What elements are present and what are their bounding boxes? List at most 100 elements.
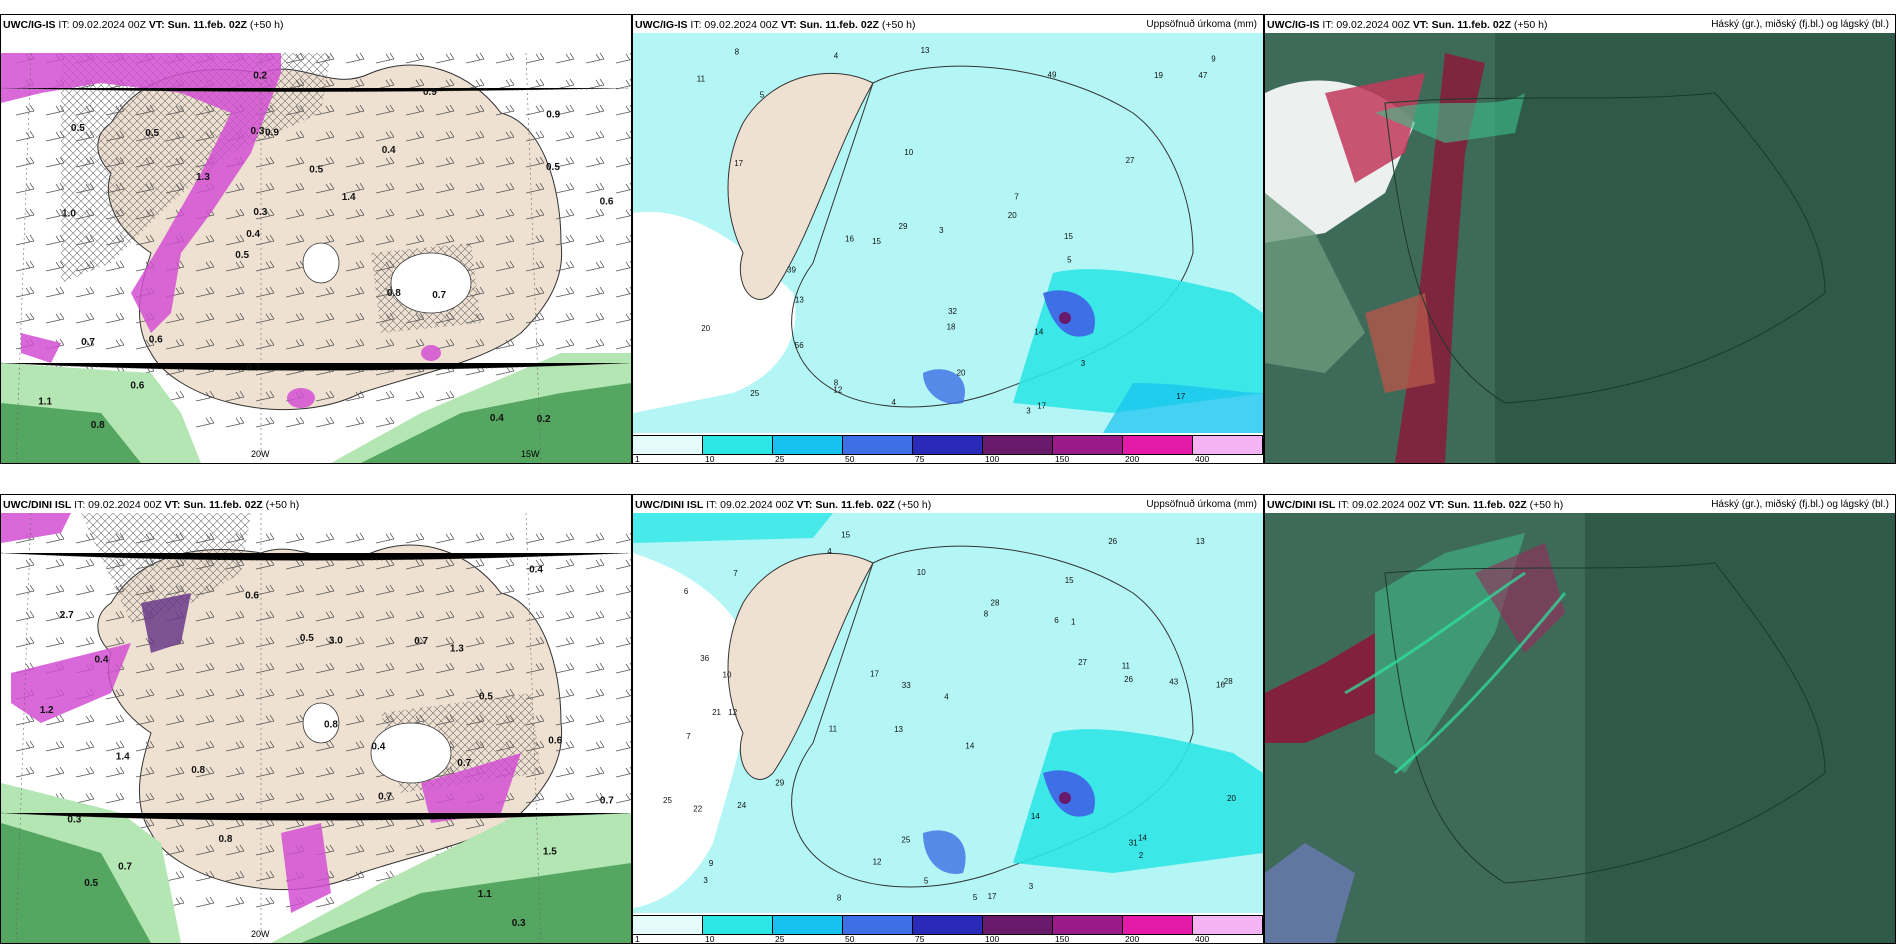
wind-barb: [255, 182, 275, 194]
wind-barb: [615, 766, 631, 778]
value-label: 0.9: [423, 87, 437, 98]
value-label: 3: [1081, 359, 1086, 368]
wind-barb: [105, 182, 125, 194]
wind-barb: [435, 130, 455, 142]
value-label: 1.1: [478, 889, 492, 900]
value-label: 1.0: [62, 209, 76, 220]
colorbar-segment: [773, 436, 843, 454]
wind-barb: [285, 636, 305, 648]
wind-barb: [15, 286, 35, 298]
value-label: 0.7: [81, 337, 95, 348]
wind-barb: [585, 558, 605, 570]
wind-barb: [525, 182, 545, 194]
wind-barb: [285, 792, 305, 804]
wind-barb: [345, 870, 365, 882]
value-label: 25: [663, 796, 672, 805]
value-label: 0.8: [387, 288, 401, 299]
value-label: 16: [845, 235, 854, 244]
value-label: 9: [709, 859, 714, 868]
colorbar-label: 25: [775, 454, 785, 464]
wind-barb: [615, 260, 631, 272]
wind-barb: [615, 532, 631, 544]
wind-barb: [105, 156, 125, 168]
value-label: 20: [957, 368, 966, 377]
wind-barb: [375, 636, 395, 648]
wind-barb: [585, 766, 605, 778]
wind-barb: [195, 532, 215, 544]
panel-dini-precip: UWC/DINI ISL IT: 09.02.2024 00Z VT: Sun.…: [632, 494, 1264, 944]
wind-barb: [315, 156, 335, 168]
value-label: 2: [1139, 851, 1144, 860]
colorbar-segment: [1053, 436, 1123, 454]
wind-barb: [135, 714, 155, 726]
wind-barb: [135, 208, 155, 220]
wind-barb: [255, 610, 275, 622]
value-label: 1.4: [342, 192, 356, 203]
wind-barb: [285, 688, 305, 700]
colorbar: 1 10 25 50 75 100 150 200 400: [633, 915, 1263, 943]
wind-barb: [585, 312, 605, 324]
panel-title: Háský (gr.), miðský (fj.bl.) og lágský (…: [1711, 499, 1889, 510]
colorbar-label: 200: [1125, 934, 1140, 944]
wind-barb: [585, 338, 605, 350]
wind-barb: [75, 104, 95, 116]
wind-barb: [45, 182, 65, 194]
value-label: 0.4: [371, 741, 385, 752]
wind-barb: [285, 766, 305, 778]
wind-barb: [345, 714, 365, 726]
value-label: 20: [701, 324, 710, 333]
wind-barb: [255, 234, 275, 246]
wind-barb: [105, 610, 125, 622]
wind-barb: [195, 662, 215, 674]
value-label: 21: [712, 708, 721, 717]
colorbar-label: 50: [845, 454, 855, 464]
colorbar-segment: [633, 436, 703, 454]
value-label: 0.5: [309, 164, 323, 175]
wind-barb: [135, 792, 155, 804]
wind-barb: [15, 104, 35, 116]
value-label: 47: [1198, 71, 1207, 80]
wind-barb: [105, 338, 125, 350]
wind-barb: [345, 688, 365, 700]
wind-barb: [315, 52, 335, 64]
colorbar-segment: [633, 916, 703, 934]
wind-barb: [195, 584, 215, 596]
value-label: 12: [728, 708, 737, 717]
map-area: [1265, 513, 1895, 943]
wind-barb: [225, 584, 245, 596]
wind-barb: [165, 792, 185, 804]
wind-barb: [615, 558, 631, 570]
wind-barb: [195, 714, 215, 726]
value-label: 0.6: [130, 380, 144, 391]
wind-barb: [75, 610, 95, 622]
value-label: 13: [894, 725, 903, 734]
wind-barb: [105, 208, 125, 220]
wind-barb: [405, 156, 425, 168]
wind-barb: [255, 766, 275, 778]
wind-barb: [75, 636, 95, 648]
wind-barb: [465, 208, 485, 220]
wind-barb: [375, 584, 395, 596]
wind-barb: [555, 104, 575, 116]
wind-barb: [45, 156, 65, 168]
value-label: 39: [787, 266, 796, 275]
wind-barb: [345, 52, 365, 64]
wind-barb: [375, 844, 395, 856]
wind-barb: [135, 662, 155, 674]
wind-barb: [255, 390, 275, 402]
value-label: 0.6: [548, 736, 562, 747]
map-area: 20W 0.3 1.4 0.7 2.7 1.5 0.4 0.7 0.8 1.3 0.5 0.7 1.1…: [1, 513, 631, 943]
value-label: 14: [1138, 834, 1147, 843]
wind-barb: [195, 818, 215, 830]
wind-barb: [135, 766, 155, 778]
wind-barb: [105, 130, 125, 142]
wind-barb: [105, 766, 125, 778]
wind-barb: [435, 156, 455, 168]
value-label: 1.3: [196, 172, 210, 183]
wind-barb: [225, 662, 245, 674]
wind-barb: [255, 130, 275, 142]
wind-barb: [45, 532, 65, 544]
wind-barb: [75, 156, 95, 168]
wind-barb: [405, 390, 425, 402]
value-label: 0.2: [537, 414, 551, 425]
